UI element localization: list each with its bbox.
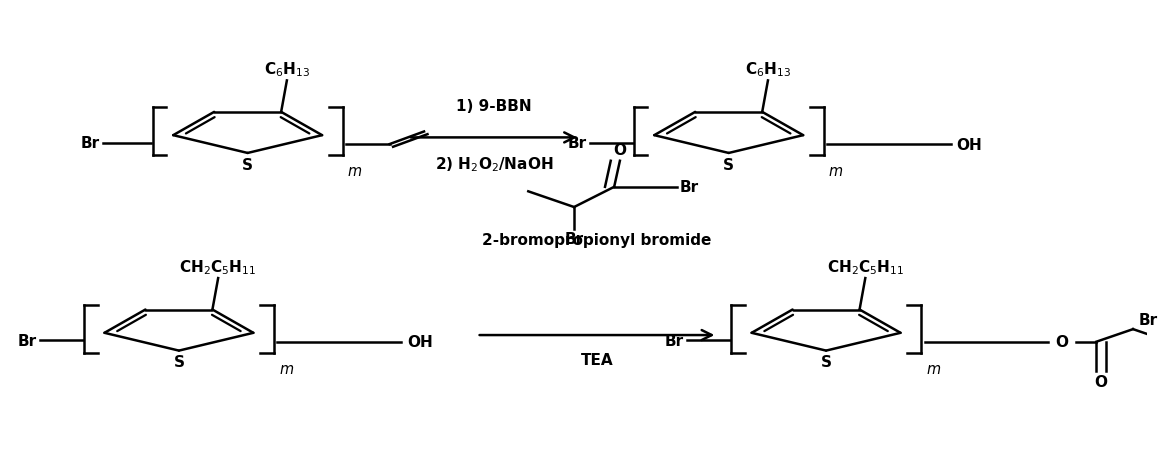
Text: C$_6$H$_{13}$: C$_6$H$_{13}$ — [264, 60, 310, 79]
Text: $m$: $m$ — [279, 361, 294, 376]
Text: Br: Br — [665, 333, 684, 348]
Text: 2-bromopropionyl bromide: 2-bromopropionyl bromide — [482, 232, 712, 247]
Text: 1) 9-BBN: 1) 9-BBN — [456, 98, 532, 114]
Text: S: S — [173, 354, 185, 369]
Text: O: O — [613, 143, 627, 158]
Text: O: O — [1095, 374, 1108, 389]
Text: Br: Br — [81, 136, 100, 151]
Text: OH: OH — [957, 137, 982, 152]
Text: OH: OH — [406, 335, 433, 350]
Text: Br: Br — [17, 333, 37, 348]
Text: S: S — [243, 157, 253, 172]
Text: Br: Br — [1139, 312, 1158, 327]
Text: 2) H$_2$O$_2$/NaOH: 2) H$_2$O$_2$/NaOH — [434, 155, 553, 174]
Text: CH$_2$C$_5$H$_{11}$: CH$_2$C$_5$H$_{11}$ — [827, 258, 904, 276]
Text: S: S — [723, 157, 734, 172]
Text: TEA: TEA — [580, 352, 613, 367]
Text: $m$: $m$ — [347, 164, 362, 179]
Text: CH$_2$C$_5$H$_{11}$: CH$_2$C$_5$H$_{11}$ — [180, 258, 257, 276]
Text: $m$: $m$ — [925, 361, 940, 376]
Text: Br: Br — [679, 180, 699, 195]
Text: Br: Br — [568, 136, 586, 151]
Text: Br: Br — [564, 231, 584, 246]
Text: C$_6$H$_{13}$: C$_6$H$_{13}$ — [745, 60, 791, 79]
Text: $m$: $m$ — [828, 164, 844, 179]
Text: O: O — [1055, 335, 1068, 350]
Text: S: S — [821, 354, 831, 369]
